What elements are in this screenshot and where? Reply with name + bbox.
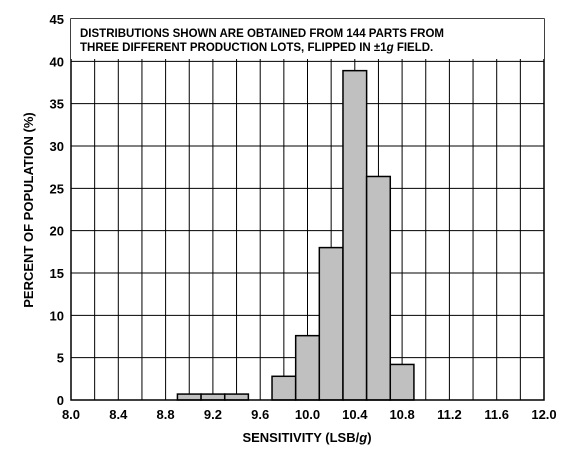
histogram-bar	[342, 69, 368, 401]
histogram-bar	[271, 375, 297, 401]
annotation-line-2: THREE DIFFERENT PRODUCTION LOTS, FLIPPED…	[80, 42, 433, 54]
x-tick-label: 11.6	[484, 407, 509, 422]
y-tick-label: 45	[50, 12, 64, 27]
x-tick-label: 10.8	[389, 407, 414, 422]
x-axis-title: SENSITIVITY (LSB/g)	[242, 430, 371, 445]
x-axis-title-end: )	[367, 430, 371, 445]
x-tick-label: 10.0	[295, 407, 320, 422]
x-tick-label: 8.0	[62, 407, 80, 422]
annotation-layer: DISTRIBUTIONS SHOWN ARE OBTAINED FROM 14…	[71, 19, 544, 59]
y-tick-label: 25	[50, 181, 64, 196]
y-tick-label: 40	[50, 54, 64, 69]
x-tick-label: 9.2	[204, 407, 222, 422]
annotation-line-2-start: THREE DIFFERENT PRODUCTION LOTS, FLIPPED…	[80, 42, 387, 54]
y-axis-title: PERCENT OF POPULATION (%)	[21, 112, 36, 307]
y-tick-label: 5	[57, 351, 64, 366]
x-tick-label: 9.6	[251, 407, 269, 422]
x-axis-title-italic: g	[358, 430, 367, 445]
y-tick-label: 15	[50, 266, 64, 281]
histogram-bar	[389, 363, 415, 401]
x-tick-label: 12.0	[531, 407, 556, 422]
annotation-box	[71, 19, 544, 59]
histogram-bar	[365, 175, 392, 401]
annotation-line-1: DISTRIBUTIONS SHOWN ARE OBTAINED FROM 14…	[80, 28, 444, 40]
y-tick-labels: 0 5 10 15 20 25 30 35 40 45	[50, 12, 64, 408]
x-tick-label: 11.2	[437, 407, 462, 422]
x-tick-label: 8.8	[157, 407, 175, 422]
histogram-bar	[200, 393, 226, 401]
x-tick-label: 10.4	[342, 407, 368, 422]
y-tick-label: 10	[50, 308, 64, 323]
x-axis-title-start: SENSITIVITY (LSB/	[242, 430, 359, 445]
histogram-bar	[294, 334, 321, 401]
annotation-line-2-end: FIELD.	[394, 42, 434, 54]
y-tick-label: 0	[57, 393, 64, 408]
histogram-bar	[318, 246, 344, 401]
y-tick-label: 35	[50, 97, 64, 112]
x-tick-label: 8.4	[109, 407, 128, 422]
histogram-bar	[223, 393, 250, 401]
histogram-bar	[176, 393, 202, 401]
y-tick-label: 30	[50, 139, 64, 154]
y-tick-label: 20	[50, 224, 64, 239]
annotation-line-2-italic: g	[386, 42, 394, 54]
x-tick-labels: 8.0 8.4 8.8 9.2 9.6 10.0 10.4 10.8 11.2 11.6 12.0	[62, 407, 557, 422]
